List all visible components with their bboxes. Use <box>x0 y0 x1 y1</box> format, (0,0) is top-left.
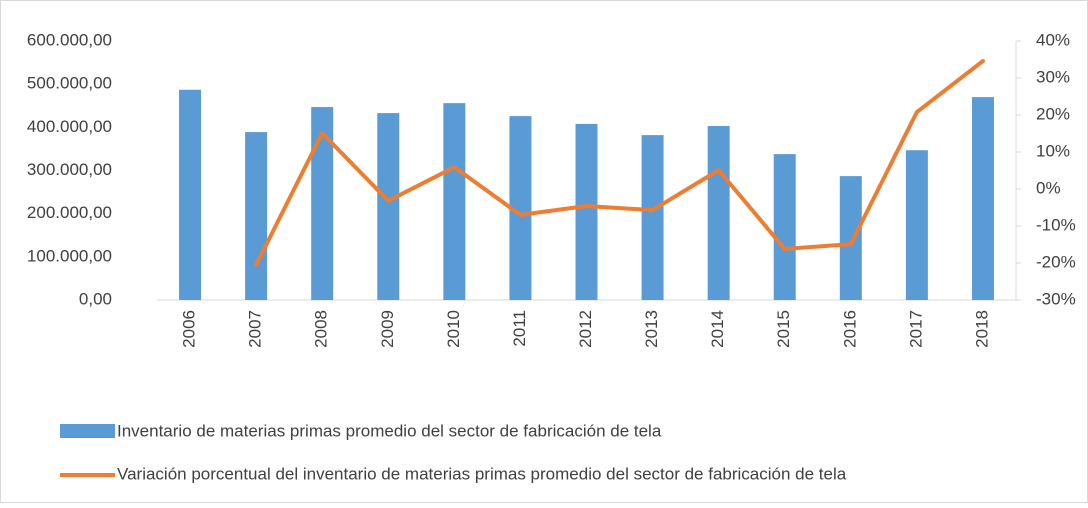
bar <box>443 103 466 300</box>
y-tick-label: 400.000,00 <box>27 117 112 136</box>
bar <box>575 123 598 300</box>
bar <box>707 126 730 300</box>
line <box>254 58 985 267</box>
y-tick-label: 200.000,00 <box>27 203 112 222</box>
x-tick-label: 2017 <box>906 310 925 348</box>
x-tick-label: 2011 <box>510 310 529 347</box>
y2-tick-label: 0% <box>1036 178 1061 197</box>
bar <box>971 97 994 300</box>
y2-tick-label: -20% <box>1036 252 1076 271</box>
y-tick-label: 600.000,00 <box>27 30 112 49</box>
x-tick-label: 2015 <box>774 310 793 348</box>
y2-tick-label: 20% <box>1036 104 1070 123</box>
x-tick-label: 2009 <box>378 310 397 348</box>
bar <box>905 150 928 300</box>
x-tick-label: 2014 <box>708 310 727 348</box>
y-tick-label: 300.000,00 <box>27 160 112 179</box>
bar <box>641 135 664 300</box>
y2-tick-label: -10% <box>1036 215 1076 234</box>
x-tick-label: 2010 <box>444 310 463 348</box>
y-tick-label: 100.000,00 <box>27 246 112 265</box>
y2-tick-label: 30% <box>1036 67 1070 86</box>
x-tick-label: 2018 <box>972 310 991 348</box>
x-tick-label: 2016 <box>840 310 859 348</box>
bar <box>773 154 796 300</box>
y2-tick-label: 10% <box>1036 141 1070 160</box>
bar <box>311 107 334 300</box>
x-tick-label: 2008 <box>312 310 331 348</box>
bar <box>377 113 400 300</box>
bar <box>245 132 268 300</box>
y2-tick-label: 40% <box>1036 30 1070 49</box>
x-tick-label: 2006 <box>180 310 199 348</box>
legend-swatch <box>60 424 115 438</box>
bar <box>509 116 532 300</box>
y-tick-label: 0,00 <box>79 289 112 308</box>
x-tick-label: 2013 <box>642 310 661 348</box>
bar <box>179 89 202 300</box>
legend-label: Inventario de materias primas promedio d… <box>117 421 662 440</box>
x-tick-label: 2012 <box>576 310 595 348</box>
x-tick-label: 2007 <box>246 310 265 348</box>
legend-label: Variación porcentual del inventario de m… <box>117 464 847 483</box>
y2-tick-label: -30% <box>1036 289 1076 308</box>
y-tick-label: 500.000,00 <box>27 74 112 93</box>
bar <box>839 176 862 300</box>
